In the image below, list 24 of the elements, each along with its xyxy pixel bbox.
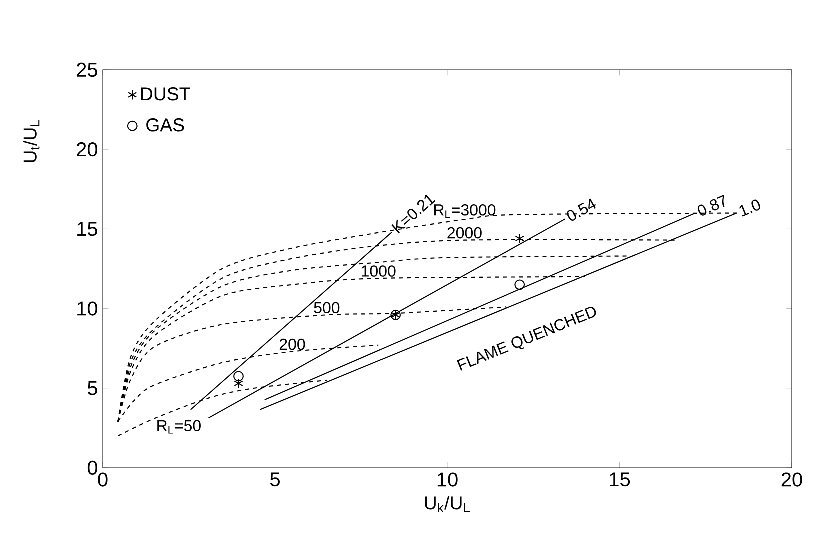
y-tick-label: 20 — [77, 142, 98, 157]
text: 0.87 — [698, 195, 725, 216]
y-tick-label: 15 — [78, 222, 98, 236]
series-label: R$_{L}$=50 — [158, 420, 201, 434]
y-axis-title: U$_{t}$/U$_{L}$ — [23, 120, 40, 162]
text: 0.54 — [567, 198, 596, 221]
x-tick-label: 10 — [438, 472, 458, 487]
series-label: 2000 — [448, 227, 482, 239]
x-tick-label: 20 — [782, 472, 802, 487]
legend-label: DUST — [141, 88, 190, 101]
series-label: 200 — [280, 338, 306, 350]
y-tick-label: 5 — [88, 381, 98, 396]
series-label: R$_{L}$=3000 — [434, 204, 496, 218]
text: 1.0 — [740, 200, 760, 217]
y-tick-label: 10 — [78, 302, 98, 316]
x-tick-label: 5 — [270, 472, 280, 487]
x-tick-label: 15 — [610, 472, 630, 487]
legend-label: GAS — [146, 118, 184, 132]
x-axis-title: U$_{k}$/U$_{L}$ — [425, 496, 470, 512]
series-label: 1000 — [362, 266, 396, 277]
y-tick-label: 0 — [88, 460, 98, 476]
series-label: 500 — [314, 302, 340, 314]
x-tick-label: 0 — [98, 472, 108, 487]
y-tick-label: 25 — [77, 62, 98, 78]
